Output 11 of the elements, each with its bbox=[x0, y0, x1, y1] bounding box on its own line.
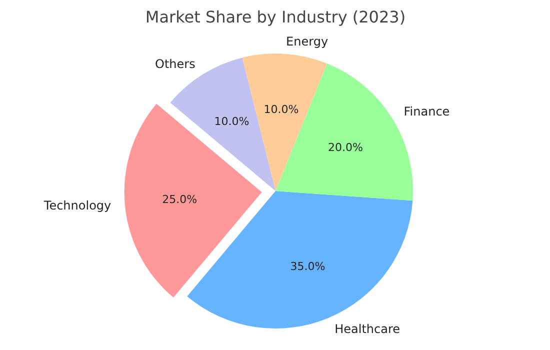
data-label: 20.0% bbox=[328, 141, 363, 154]
data-label: 10.0% bbox=[214, 115, 250, 128]
slice-label: Others bbox=[155, 56, 196, 71]
slice-label: Healthcare bbox=[334, 322, 400, 336]
data-label: 35.0% bbox=[290, 260, 326, 273]
data-label: 25.0% bbox=[162, 192, 198, 206]
chart-title: Market Share by Industry (2023) bbox=[145, 8, 406, 26]
slice-label: Finance bbox=[404, 104, 450, 119]
slice-label: Energy bbox=[286, 34, 328, 48]
slice-label: Technology bbox=[42, 198, 112, 212]
data-label: 10.0% bbox=[264, 102, 299, 116]
